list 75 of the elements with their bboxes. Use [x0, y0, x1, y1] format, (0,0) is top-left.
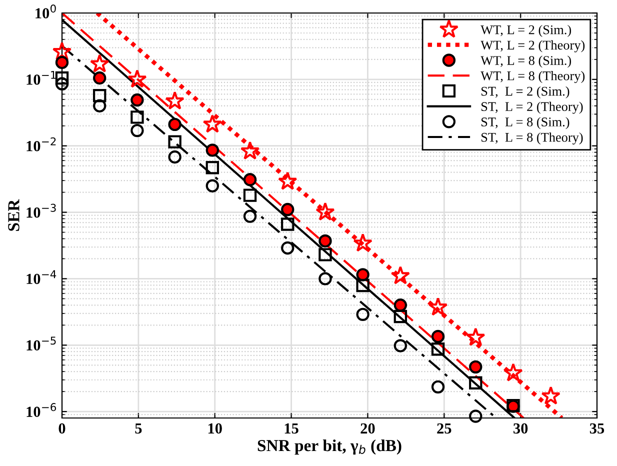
point: [318, 248, 332, 262]
point: [55, 77, 69, 90]
point: [394, 298, 408, 312]
point: [318, 272, 332, 286]
point: [431, 380, 445, 394]
point: [206, 179, 220, 192]
point: [90, 54, 110, 72]
point: [93, 71, 106, 85]
point: [356, 278, 370, 292]
point: [168, 150, 182, 164]
y-tick-label: 10$^{−3}$: [26, 204, 56, 218]
point: [55, 71, 69, 85]
point: [353, 233, 372, 252]
x-tick-label: 15: [284, 423, 298, 434]
y-axis-title: SER: [8, 199, 20, 231]
y-tick-label: 10$^{−1}$: [26, 71, 56, 85]
point: [356, 308, 370, 322]
point: [55, 56, 69, 70]
point: [281, 241, 294, 255]
point: [93, 89, 106, 102]
legend-label: ST, L = 2 (Sim.): [481, 86, 570, 98]
point: [240, 141, 260, 160]
point: [504, 362, 523, 382]
legend-label: ST, L = 2 (Theory): [481, 102, 583, 114]
x-tick-label: 0: [58, 423, 66, 434]
y-tick-label: 10$^{−6}$: [26, 403, 56, 417]
point: [206, 161, 220, 174]
legend-label: WT, L = 8 (Theory): [480, 71, 585, 84]
point: [168, 118, 182, 132]
point: [466, 327, 486, 346]
point: [469, 410, 482, 423]
y-tick-label: 10$^{−5}$: [26, 336, 56, 351]
point: [394, 339, 408, 352]
legend-label: WT, L = 2 (Theory): [480, 40, 585, 52]
point: [428, 297, 448, 316]
y-tick-label: 10$^{−4}$: [26, 270, 56, 284]
y-tick-label: 10$^{0}$: [36, 4, 56, 18]
point: [541, 386, 560, 405]
point: [469, 360, 482, 374]
point: [316, 202, 335, 221]
point: [278, 171, 298, 190]
point: [93, 99, 106, 112]
x-tick-label: 30: [514, 423, 528, 434]
point: [431, 342, 445, 356]
point: [130, 93, 144, 107]
point: [168, 135, 182, 148]
x-tick-label: 20: [360, 423, 375, 434]
point: [130, 110, 144, 124]
point: [431, 330, 445, 344]
legend-label: ST, L = 8 (Sim.): [481, 117, 570, 130]
y-tick-label: 10$^{−2}$: [26, 137, 56, 152]
point: [243, 210, 257, 223]
point: [243, 188, 257, 202]
point: [52, 42, 72, 60]
point: [281, 202, 294, 216]
point: [281, 218, 294, 231]
point: [165, 91, 184, 110]
x-tick-label: 25: [437, 423, 452, 434]
point: [202, 114, 222, 133]
legend-label: WT, L = 8 (Sim.): [480, 56, 572, 68]
point: [318, 234, 332, 248]
legend-label: ST, L = 8 (Theory): [481, 132, 583, 144]
point: [130, 124, 144, 138]
x-axis-title: SNR per bit, γ$_{b}$ (dB): [258, 439, 402, 455]
x-tick-label: 35: [590, 423, 604, 434]
point: [128, 69, 147, 88]
point: [356, 268, 370, 282]
point: [394, 310, 408, 324]
x-tick-label: 10: [208, 423, 222, 434]
x-tick-label: 5: [135, 423, 142, 434]
point: [243, 173, 257, 186]
point: [206, 144, 220, 157]
legend-label: WT, L = 2 (Sim.): [480, 24, 572, 37]
point: [390, 266, 410, 284]
point: [469, 376, 482, 390]
